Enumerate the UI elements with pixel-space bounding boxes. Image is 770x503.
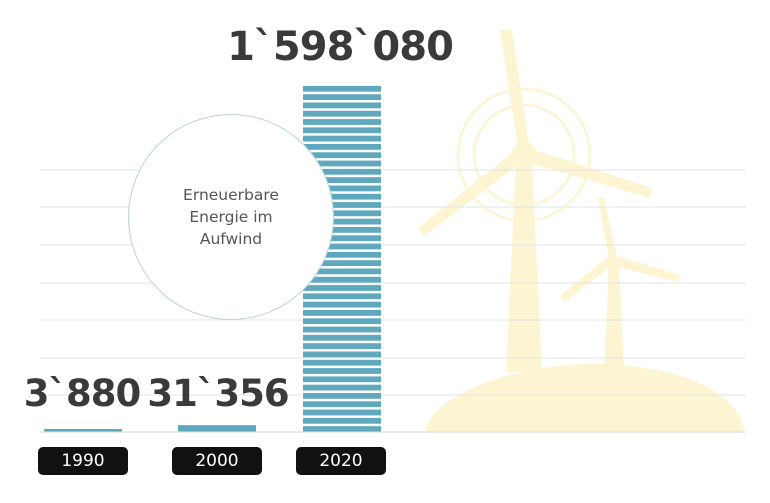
- small-turbine-hub: [607, 255, 621, 269]
- bar-stripe: [303, 251, 381, 258]
- bar-stripe: [303, 260, 381, 266]
- bar-stripe: [303, 160, 381, 167]
- bar-2000: [178, 425, 256, 432]
- annotation-text: Erneuerbare Energie im Aufwind: [128, 184, 334, 250]
- small-turbine-blade-right: [614, 256, 680, 282]
- bar-stripe: [303, 202, 381, 208]
- category-pill-2020: 2020: [296, 447, 386, 475]
- bar-stripe: [303, 152, 381, 159]
- bar-stripe: [303, 376, 381, 383]
- bar-stripe: [303, 193, 381, 200]
- bar-stripe: [303, 144, 381, 150]
- bar-stripe: [303, 318, 381, 325]
- value-label-2000: 31`356: [147, 372, 289, 415]
- bar-fill: [178, 425, 256, 432]
- value-label-1990: 3`880: [23, 372, 141, 415]
- wind-turbine-illustration: [418, 30, 744, 432]
- category-pill-1990: 1990: [38, 447, 128, 475]
- bar-stripe: [303, 268, 381, 275]
- bar-stripe: [303, 334, 381, 341]
- bars-group: [44, 85, 381, 432]
- bar-stripe: [303, 102, 381, 109]
- bar-stripe: [303, 359, 381, 366]
- annotation-line-3: Aufwind: [199, 230, 263, 248]
- bar-stripe: [303, 85, 381, 92]
- bar-fill: [44, 429, 122, 432]
- bar-stripe: [303, 218, 381, 225]
- bar-stripe: [303, 210, 381, 217]
- bar-stripe: [303, 276, 381, 283]
- bar-stripe: [303, 409, 381, 416]
- value-label-2020: 1`598`080: [227, 24, 454, 70]
- annotation-line-2: Energie im: [189, 208, 273, 226]
- bar-stripe: [303, 185, 381, 192]
- bar-stripe: [303, 368, 381, 374]
- large-turbine-tower: [506, 160, 542, 372]
- bar-stripe: [303, 293, 381, 300]
- bar-stripe: [303, 135, 381, 142]
- bar-stripe: [303, 235, 381, 242]
- bar-stripe: [303, 351, 381, 358]
- bar-stripe: [303, 343, 381, 349]
- bar-2020: [303, 85, 381, 432]
- bar-1990: [44, 429, 122, 432]
- bar-stripe: [303, 168, 381, 175]
- bar-stripe: [303, 243, 381, 250]
- small-turbine-tower: [604, 262, 624, 372]
- bar-stripe: [303, 393, 381, 399]
- large-turbine-blade-left: [418, 150, 522, 236]
- bar-stripe: [303, 326, 381, 333]
- bar-stripe: [303, 110, 381, 117]
- large-turbine-blade-right: [526, 148, 652, 198]
- bar-stripe: [303, 177, 381, 183]
- annotation-line-1: Erneuerbare: [183, 186, 279, 204]
- bar-stripe: [303, 310, 381, 316]
- bar-stripe: [303, 384, 381, 391]
- bar-stripe: [303, 227, 381, 233]
- bar-stripe: [303, 119, 381, 125]
- bar-stripe: [303, 127, 381, 134]
- bar-stripe: [303, 285, 381, 291]
- bar-stripe: [303, 401, 381, 408]
- category-pill-2000: 2000: [172, 447, 262, 475]
- hill-shape: [425, 363, 744, 432]
- large-turbine-blade-up: [500, 30, 530, 150]
- bar-stripe: [303, 301, 381, 308]
- bar-stripe: [303, 426, 381, 432]
- small-turbine-blade-up: [598, 198, 617, 258]
- large-turbine-hub: [511, 142, 537, 168]
- small-turbine-blade-left: [560, 257, 612, 302]
- annotation-circle: [128, 114, 334, 320]
- bar-stripe: [303, 417, 381, 424]
- bar-stripe: [303, 94, 381, 100]
